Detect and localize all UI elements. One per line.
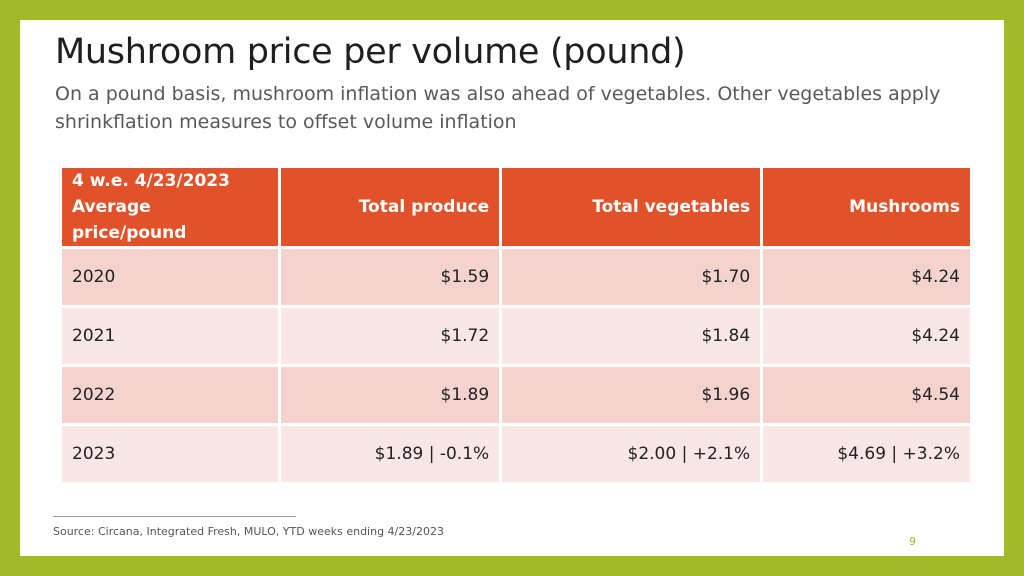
footnote-divider (53, 516, 296, 517)
cell-total-vegetables: $1.96 (502, 367, 761, 423)
header-period-line1: 4 w.e. 4/23/2023 (72, 171, 230, 191)
cell-total-produce: $1.59 (281, 249, 500, 305)
header-period-line2: Average price/pound (72, 197, 187, 243)
cell-total-produce: $1.89 (281, 367, 500, 423)
row-year: 2022 (62, 367, 278, 423)
cell-total-produce: $1.72 (281, 308, 500, 364)
page-title: Mushroom price per volume (pound) (55, 32, 686, 72)
page-number: 9 (909, 535, 916, 548)
cell-total-vegetables: $1.84 (502, 308, 761, 364)
header-period: 4 w.e. 4/23/2023 Average price/pound (62, 168, 278, 246)
header-total-vegetables: Total vegetables (502, 168, 761, 246)
page-subtitle: On a pound basis, mushroom inflation was… (55, 83, 941, 133)
row-year: 2021 (62, 308, 278, 364)
cell-total-produce: $1.89 | -0.1% (281, 426, 500, 482)
row-year: 2020 (62, 249, 278, 305)
row-year: 2023 (62, 426, 278, 482)
cell-mushrooms: $4.54 (763, 367, 970, 423)
source-note: Source: Circana, Integrated Fresh, MULO,… (53, 525, 444, 538)
header-total-produce: Total produce (281, 168, 500, 246)
table-row: 2021 $1.72 $1.84 $4.24 (62, 308, 970, 364)
cell-mushrooms: $4.69 | +3.2% (763, 426, 970, 482)
cell-mushrooms: $4.24 (763, 308, 970, 364)
cell-total-vegetables: $1.70 (502, 249, 761, 305)
price-table: 4 w.e. 4/23/2023 Average price/pound Tot… (59, 165, 973, 485)
table-row: 2022 $1.89 $1.96 $4.54 (62, 367, 970, 423)
table-row: 2023 $1.89 | -0.1% $2.00 | +2.1% $4.69 |… (62, 426, 970, 482)
cell-total-vegetables: $2.00 | +2.1% (502, 426, 761, 482)
slide: Mushroom price per volume (pound) On a p… (20, 20, 1004, 556)
cell-mushrooms: $4.24 (763, 249, 970, 305)
table-header-row: 4 w.e. 4/23/2023 Average price/pound Tot… (62, 168, 970, 246)
header-mushrooms: Mushrooms (763, 168, 970, 246)
table-row: 2020 $1.59 $1.70 $4.24 (62, 249, 970, 305)
